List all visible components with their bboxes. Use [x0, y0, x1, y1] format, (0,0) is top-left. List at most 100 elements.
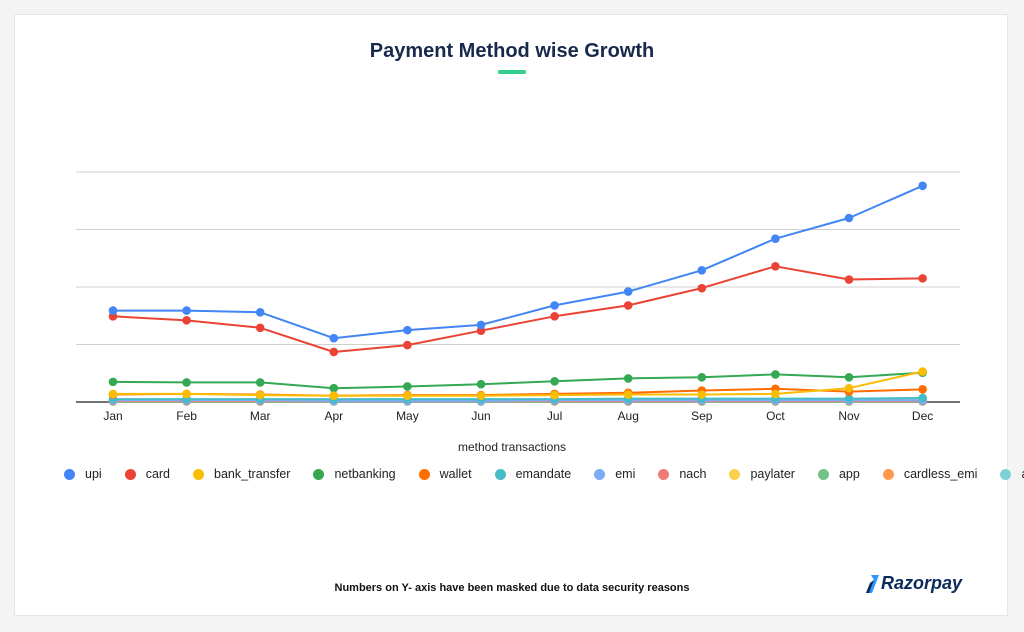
- legend-swatch: [817, 468, 829, 480]
- razorpay-logo: Razorpay: [864, 573, 962, 594]
- data-point: [550, 312, 559, 321]
- data-point: [108, 389, 118, 399]
- legend-label: upi: [85, 467, 102, 481]
- series-lines: [108, 181, 927, 406]
- data-point: [623, 390, 633, 399]
- legend-item-aeps: aeps: [1000, 467, 1024, 481]
- legend-swatch: [494, 468, 506, 480]
- x-tick-label: Jun: [471, 409, 490, 423]
- data-point: [182, 378, 191, 387]
- legend-swatch: [882, 468, 894, 480]
- data-point: [918, 367, 927, 376]
- series-upi: [108, 181, 927, 343]
- data-point: [476, 391, 486, 400]
- data-point: [403, 391, 412, 400]
- data-point: [623, 374, 633, 383]
- legend-item-card: card: [124, 467, 170, 481]
- legend-label: wallet: [439, 467, 472, 481]
- data-point: [844, 383, 854, 393]
- data-point: [771, 389, 780, 399]
- series-line: [113, 184, 924, 340]
- data-point: [697, 266, 707, 275]
- data-point: [550, 390, 559, 400]
- razorpay-logo-icon: [866, 574, 879, 593]
- legend-swatch: [313, 468, 325, 480]
- data-point: [255, 323, 265, 333]
- data-point: [476, 379, 486, 389]
- data-point: [771, 370, 780, 379]
- series-bank_transfer: [108, 367, 927, 400]
- title-accent-underline: [498, 70, 526, 74]
- data-point: [255, 390, 265, 400]
- series-line: [113, 397, 923, 401]
- legend-label: emandate: [515, 467, 572, 481]
- data-point: [108, 306, 118, 315]
- data-point: [403, 340, 412, 350]
- legend-item-upi: upi: [64, 467, 102, 481]
- data-point: [697, 390, 707, 399]
- legend-swatch: [658, 468, 670, 480]
- data-point: [550, 301, 559, 310]
- chart-legend: upi card bank_transfer netbanking wallet eman…: [64, 465, 1024, 483]
- data-point: [918, 393, 927, 403]
- data-point: [329, 347, 339, 357]
- data-point: [844, 275, 854, 284]
- x-tick-label: Aug: [618, 409, 639, 423]
- data-point: [182, 306, 191, 315]
- legend-item-cardless_emi: cardless_emi: [882, 467, 977, 481]
- legend-item-paylater: paylater: [729, 467, 795, 481]
- chart-title: Payment Method wise Growth: [369, 40, 655, 62]
- legend-label: nach: [679, 467, 707, 481]
- legend-label: app: [838, 467, 860, 481]
- data-point: [771, 262, 780, 271]
- data-point: [697, 283, 707, 293]
- legend-item-emi: emi: [594, 467, 635, 481]
- data-point: [255, 308, 265, 317]
- series-card: [108, 262, 927, 357]
- legend-label: emi: [615, 467, 636, 481]
- legend-swatch: [193, 468, 205, 480]
- data-point: [182, 316, 191, 325]
- data-point: [697, 372, 707, 382]
- data-point: [329, 391, 339, 400]
- legend-item-wallet: wallet: [418, 467, 472, 481]
- data-point: [329, 383, 339, 393]
- grid-lines: [76, 171, 960, 403]
- legend-label: bank_transfer: [214, 467, 291, 481]
- data-point: [844, 394, 854, 403]
- x-tick-label: Jan: [103, 409, 122, 423]
- data-point: [844, 213, 854, 223]
- legend-label: paylater: [750, 467, 795, 481]
- series-netbanking: [108, 368, 927, 393]
- data-point: [255, 378, 265, 387]
- data-point: [623, 287, 633, 296]
- legend-swatch: [1000, 468, 1012, 480]
- series-emi: [108, 395, 927, 406]
- data-point: [918, 181, 927, 191]
- legend-item-nach: nach: [658, 467, 706, 481]
- series-line: [113, 370, 923, 397]
- logo-text: Razorpay: [881, 573, 963, 593]
- legend-label: aeps: [1021, 467, 1024, 481]
- data-point: [550, 377, 559, 386]
- series-line: [113, 399, 923, 402]
- legend-swatch: [64, 468, 75, 480]
- series-line: [112, 265, 923, 353]
- x-tick-label: Mar: [250, 409, 271, 423]
- data-point: [844, 372, 854, 382]
- x-tick-label: Feb: [176, 409, 197, 423]
- x-axis-ticks: Jan Feb Mar Apr May Jun Jul Aug Sep Oct Nov Dec: [103, 409, 933, 423]
- legend-label: netbanking: [334, 467, 396, 481]
- data-point: [329, 333, 339, 343]
- legend-item-emandate: emandate: [494, 467, 572, 481]
- data-point: [918, 274, 927, 283]
- x-tick-label: Dec: [912, 409, 933, 423]
- x-tick-label: Nov: [838, 409, 859, 423]
- footnote: Numbers on Y- axis have been masked due …: [334, 582, 690, 594]
- x-tick-label: Sep: [691, 409, 713, 423]
- data-point: [108, 377, 118, 387]
- legend-swatch: [418, 468, 430, 480]
- data-point: [476, 320, 486, 330]
- x-tick-label: Apr: [324, 409, 343, 423]
